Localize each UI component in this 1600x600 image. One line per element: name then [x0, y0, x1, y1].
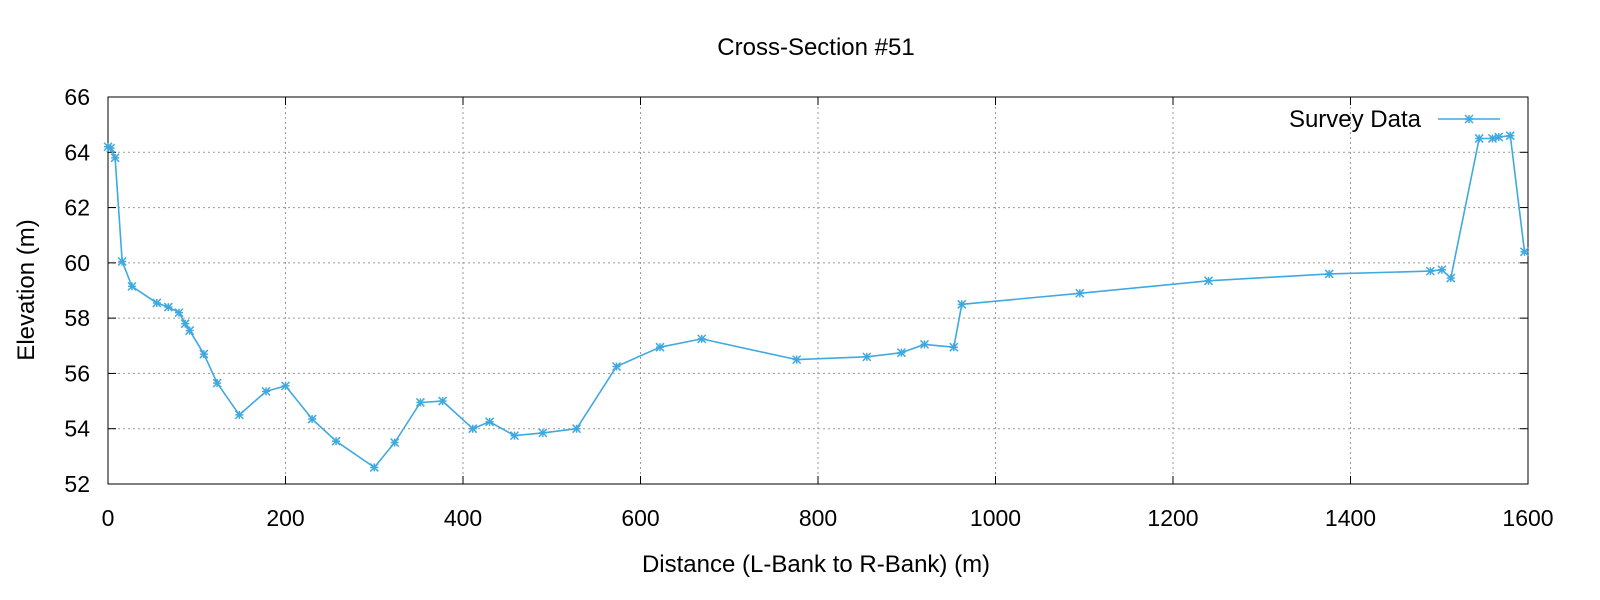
data-point [1494, 132, 1504, 142]
data-point [174, 308, 184, 318]
y-tick-label: 56 [64, 360, 90, 386]
data-point [485, 417, 495, 427]
data-point [572, 424, 582, 434]
x-tick-label: 0 [102, 505, 115, 531]
data-point [1324, 269, 1334, 279]
data-point [1425, 266, 1435, 276]
series-survey-data [103, 131, 1529, 472]
data-point [862, 352, 872, 362]
data-point [261, 386, 271, 396]
chart-title: Cross-Section #51 [717, 34, 914, 61]
x-tick-label: 1400 [1325, 505, 1376, 531]
plot-frame [107, 96, 1529, 485]
data-point [949, 342, 959, 352]
data-point [280, 381, 291, 391]
x-tick-label: 1000 [970, 505, 1021, 531]
data-point [1437, 265, 1447, 275]
data-point [415, 397, 425, 407]
data-point [106, 143, 116, 153]
data-point [1446, 273, 1456, 283]
data-point [1203, 276, 1214, 286]
data-point [919, 339, 930, 349]
y-tick-label: 64 [64, 139, 90, 165]
data-point [117, 256, 127, 267]
data-point [331, 436, 341, 446]
data-point [896, 348, 906, 358]
data-point [152, 298, 162, 308]
x-tick-label: 1600 [1502, 505, 1553, 531]
y-tick-label: 58 [64, 305, 90, 331]
data-point [127, 281, 137, 291]
data-point [110, 153, 120, 163]
legend: Survey Data [1289, 106, 1500, 133]
data-point [612, 361, 622, 372]
data-point [538, 428, 548, 438]
data-point [1519, 247, 1529, 257]
x-tick-label: 600 [621, 505, 659, 531]
y-tick-label: 66 [64, 84, 90, 110]
data-point [307, 414, 317, 424]
data-point [185, 326, 195, 336]
series-line [107, 134, 1526, 469]
data-point [438, 396, 448, 406]
x-axis-label: Distance (L-Bank to R-Bank) (m) [642, 551, 990, 578]
data-point [468, 424, 478, 434]
data-point [180, 319, 190, 329]
data-point [1075, 288, 1085, 298]
y-tick-label: 60 [64, 250, 90, 276]
legend-label: Survey Data [1289, 106, 1422, 133]
data-point [1474, 133, 1484, 143]
data-point [369, 462, 379, 472]
data-point [212, 378, 222, 388]
grid-lines [108, 97, 1528, 484]
data-point [234, 410, 244, 420]
data-point [390, 438, 400, 448]
data-point [697, 334, 707, 344]
x-tick-label: 1200 [1147, 505, 1198, 531]
y-axis-label: Elevation (m) [13, 219, 40, 360]
x-tick-label: 400 [444, 505, 482, 531]
data-point [792, 355, 802, 365]
legend-marker-symbol [1464, 114, 1474, 124]
data-point [509, 431, 520, 441]
y-tick-label: 52 [64, 471, 90, 497]
data-point [655, 342, 665, 352]
y-tick-label: 62 [64, 195, 90, 221]
data-point [199, 349, 209, 359]
x-tick-label: 200 [266, 505, 304, 531]
axis-ticks: 0 200 400 600 800 1000 1200 1400 1600 52 54 56 58 60 6… [64, 84, 1553, 531]
data-point [163, 302, 173, 312]
data-point [957, 299, 967, 309]
data-point [1505, 131, 1515, 141]
y-tick-label: 54 [64, 416, 90, 442]
x-tick-label: 800 [799, 505, 837, 531]
legend-marker [1464, 114, 1474, 124]
